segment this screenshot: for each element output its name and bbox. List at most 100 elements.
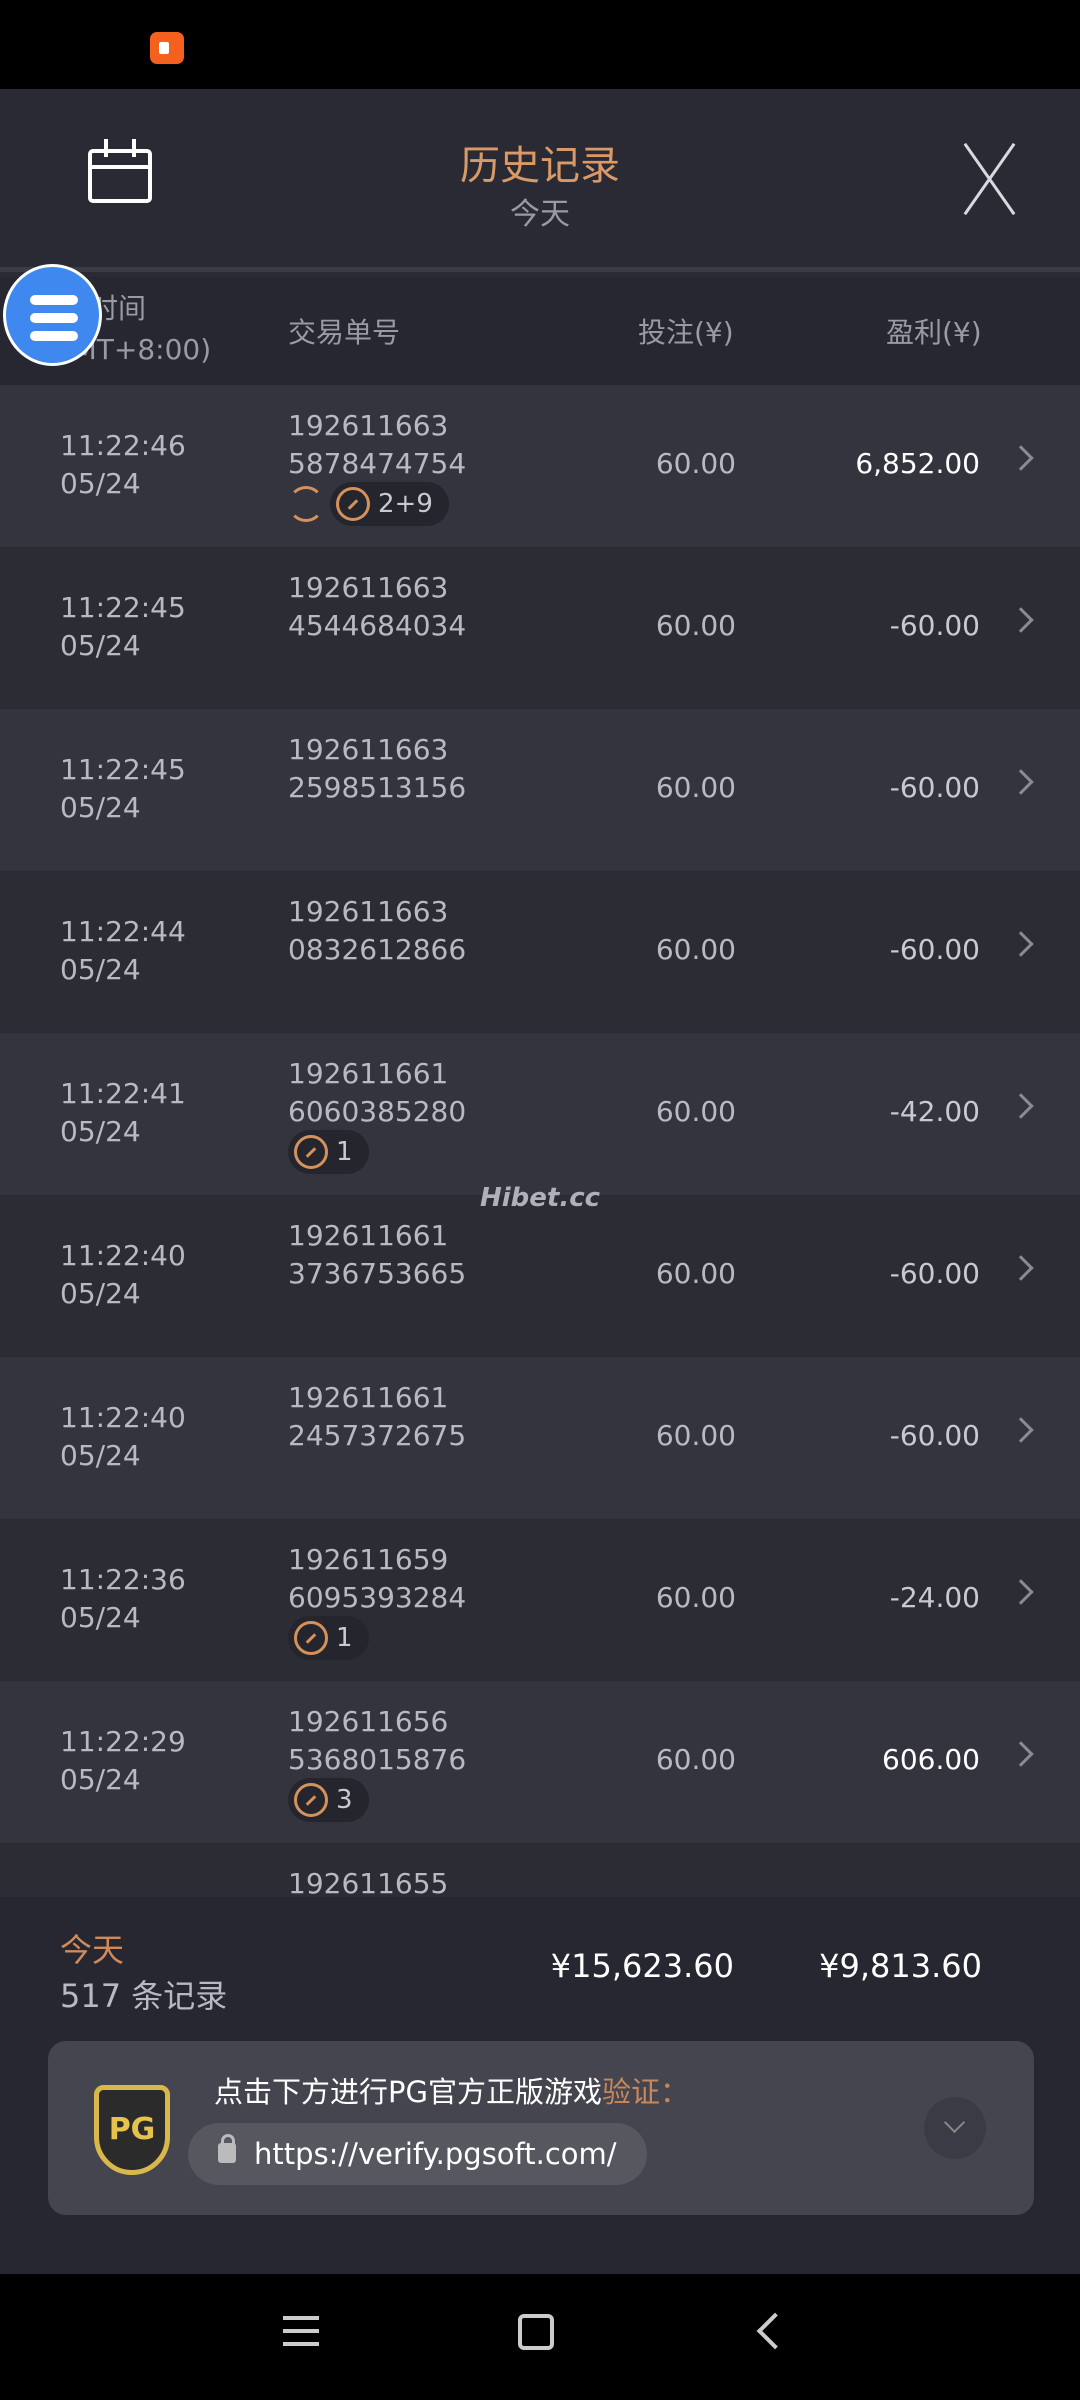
- col-id: 交易单号: [288, 316, 401, 349]
- feature-badge: 1: [288, 1616, 369, 1660]
- row-profit: -60.00: [889, 771, 980, 804]
- close-icon[interactable]: [955, 144, 1025, 214]
- chevron-right-icon[interactable]: [1008, 445, 1034, 471]
- row-time: 11:22:36 05/24: [60, 1561, 186, 1637]
- row-date: 05/24: [60, 791, 141, 824]
- home-icon[interactable]: [518, 2314, 554, 2350]
- verify-highlight: 验证：: [601, 2075, 689, 2109]
- row-date: 05/24: [60, 629, 141, 662]
- feature-badge: 1: [288, 1130, 369, 1174]
- row-time: 11:22:40 05/24: [60, 1399, 186, 1475]
- row-date: 05/24: [60, 1277, 141, 1310]
- badge-count: 1: [336, 1137, 353, 1167]
- calendar-icon[interactable]: [88, 139, 152, 203]
- status-bar: [0, 0, 1080, 89]
- chevron-right-icon[interactable]: [1008, 1255, 1034, 1281]
- row-profit: -42.00: [889, 1095, 980, 1128]
- transaction-id-line: 192611655: [288, 1867, 449, 1897]
- row-time-value: 11:22:29: [60, 1725, 186, 1758]
- row-time: 11:22:41 05/24: [60, 1075, 186, 1151]
- table-row[interactable]: 11:22:45 05/24 192611663 4544684034 60.00 -60…: [0, 547, 1080, 709]
- summary-footer: 今天 517 条记录 ¥15,623.60 ¥9,813.60 PG 点击下方进…: [0, 1897, 1080, 2274]
- transaction-id-line: 192611663: [288, 895, 449, 928]
- chevron-right-icon[interactable]: [1008, 1093, 1034, 1119]
- verify-banner: PG 点击下方进行PG官方正版游戏验证： https://verify.pgso…: [48, 2041, 1034, 2215]
- lock-icon: [218, 2134, 236, 2163]
- row-profit: -60.00: [889, 933, 980, 966]
- row-profit: 606.00: [882, 1743, 980, 1776]
- multiplier-icon: [294, 1621, 328, 1655]
- table-row[interactable]: 11:22:44 05/24 192611663 0832612866 60.00 -60…: [0, 871, 1080, 1033]
- chevron-right-icon[interactable]: [1008, 1741, 1034, 1767]
- table-row[interactable]: 11:22:29 05/24 192611656 5368015876 60.00 606…: [0, 1681, 1080, 1843]
- feature-badge: 2+9: [330, 482, 449, 526]
- transaction-id-line: 192611663: [288, 409, 449, 442]
- row-time: 11:22:40 05/24: [60, 1237, 186, 1313]
- transaction-id-line: 4544684034: [288, 609, 467, 642]
- row-time-value: 11:22:40: [60, 1401, 186, 1434]
- free-spin-icon: [288, 486, 324, 522]
- chevron-right-icon[interactable]: [1008, 1417, 1034, 1443]
- row-transaction-id: 192611663 5878474754: [288, 407, 466, 483]
- row-time-value: 11:22:44: [60, 915, 186, 948]
- expand-chevron-icon[interactable]: [924, 2097, 986, 2159]
- date-filter-label: 今天: [510, 197, 570, 232]
- chevron-right-icon[interactable]: [1008, 607, 1034, 633]
- feature-badge: 3: [288, 1778, 369, 1822]
- total-profit: ¥9,813.60: [819, 1947, 982, 1985]
- system-nav-bar: [0, 2274, 1080, 2400]
- col-bet: 投注(¥): [638, 316, 734, 349]
- table-row[interactable]: 11:22:46 05/24 192611663 5878474754 60.00 6,8…: [0, 385, 1080, 547]
- verify-url-link[interactable]: https://verify.pgsoft.com/: [188, 2123, 647, 2185]
- row-bet: 60.00: [655, 1743, 736, 1776]
- row-transaction-id: 192611663 4544684034: [288, 569, 466, 645]
- multiplier-icon: [294, 1135, 328, 1169]
- row-badges: 3: [288, 1778, 369, 1822]
- row-time: 11:22:45 05/24: [60, 589, 186, 665]
- page-title: 历史记录: [460, 143, 620, 189]
- total-bet: ¥15,623.60: [550, 1947, 734, 1985]
- row-time-value: 11:22:40: [60, 1239, 186, 1272]
- row-time-value: 11:22:45: [60, 753, 186, 786]
- row-time-value: 11:22:36: [60, 1563, 186, 1596]
- table-row[interactable]: 11:22:45 05/24 192611663 2598513156 60.00 -60…: [0, 709, 1080, 871]
- table-row[interactable]: 11:22:36 05/24 192611659 6095393284 60.00 -24…: [0, 1519, 1080, 1681]
- row-bet: 60.00: [655, 1095, 736, 1128]
- history-list[interactable]: 11:22:46 05/24 192611663 5878474754 60.00 6,8…: [0, 385, 1080, 1897]
- transaction-id-line: 192611661: [288, 1381, 449, 1414]
- table-row[interactable]: 192611655: [0, 1843, 1080, 1897]
- row-transaction-id: 192611663 0832612866: [288, 893, 466, 969]
- verify-text: 点击下方进行PG官方正版游戏验证：: [214, 2069, 689, 2111]
- row-transaction-id: 192611659 6095393284: [288, 1541, 466, 1617]
- transaction-id-line: 192611663: [288, 733, 449, 766]
- table-row[interactable]: 11:22:40 05/24 192611661 3736753665 60.00 -60…: [0, 1195, 1080, 1357]
- row-profit: -60.00: [889, 609, 980, 642]
- transaction-id-line: 192611663: [288, 571, 449, 604]
- row-transaction-id: 192611655: [288, 1865, 448, 1897]
- chevron-right-icon[interactable]: [1008, 769, 1034, 795]
- row-profit: -24.00: [889, 1581, 980, 1614]
- row-bet: 60.00: [655, 771, 736, 804]
- badge-count: 3: [336, 1785, 353, 1815]
- verify-message: 点击下方进行PG官方正版游戏: [214, 2075, 602, 2109]
- transaction-id-line: 192611659: [288, 1543, 449, 1576]
- transaction-id-line: 192611661: [288, 1219, 449, 1252]
- transaction-id-line: 5368015876: [288, 1743, 467, 1776]
- transaction-id-line: 2598513156: [288, 771, 467, 804]
- row-badges: 1: [288, 1616, 369, 1660]
- row-date: 05/24: [60, 1763, 141, 1796]
- row-transaction-id: 192611661 2457372675: [288, 1379, 466, 1455]
- recent-apps-icon[interactable]: [283, 2316, 319, 2346]
- multiplier-icon: [294, 1783, 328, 1817]
- back-icon[interactable]: [756, 2312, 794, 2350]
- row-date: 05/24: [60, 953, 141, 986]
- row-bet: 60.00: [655, 933, 736, 966]
- floating-menu-button[interactable]: [3, 264, 102, 366]
- multiplier-icon: [336, 487, 370, 521]
- table-row[interactable]: 11:22:40 05/24 192611661 2457372675 60.00 -60…: [0, 1357, 1080, 1519]
- row-transaction-id: 192611656 5368015876: [288, 1703, 466, 1779]
- table-row[interactable]: 11:22:41 05/24 192611661 6060385280 60.00 -42…: [0, 1033, 1080, 1195]
- chevron-right-icon[interactable]: [1008, 931, 1034, 957]
- row-time: 11:22:46 05/24: [60, 427, 186, 503]
- chevron-right-icon[interactable]: [1008, 1579, 1034, 1605]
